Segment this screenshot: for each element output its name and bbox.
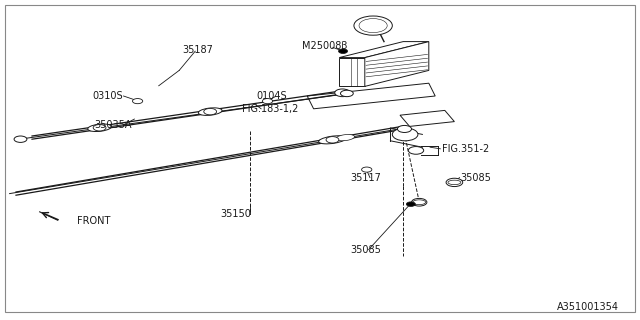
Text: 35085: 35085 (461, 172, 492, 183)
Text: 0104S: 0104S (256, 91, 287, 101)
Circle shape (397, 125, 412, 132)
Circle shape (412, 198, 427, 206)
Polygon shape (365, 42, 429, 86)
Text: FRONT: FRONT (77, 216, 110, 227)
Text: 35085: 35085 (351, 244, 381, 255)
Circle shape (14, 136, 27, 142)
Text: FIG.183-1,2: FIG.183-1,2 (242, 104, 298, 114)
Text: FIG.351-2: FIG.351-2 (442, 144, 489, 154)
Text: M250083: M250083 (302, 41, 348, 52)
Text: 35117: 35117 (351, 172, 381, 183)
Ellipse shape (198, 108, 222, 116)
Text: 35187: 35187 (182, 44, 213, 55)
Circle shape (204, 108, 216, 115)
Polygon shape (339, 58, 365, 86)
Polygon shape (307, 83, 435, 109)
Ellipse shape (336, 134, 355, 141)
Circle shape (262, 99, 273, 104)
Ellipse shape (88, 124, 111, 132)
Text: 35150: 35150 (221, 209, 252, 220)
Circle shape (362, 167, 372, 172)
Ellipse shape (413, 200, 426, 205)
Circle shape (340, 90, 353, 97)
Circle shape (408, 147, 424, 154)
Ellipse shape (448, 180, 461, 185)
Circle shape (132, 99, 143, 104)
Circle shape (326, 137, 339, 143)
Circle shape (359, 19, 387, 33)
Circle shape (93, 124, 106, 131)
Text: A351001354: A351001354 (557, 302, 619, 312)
Polygon shape (339, 42, 429, 58)
Polygon shape (400, 110, 454, 126)
Circle shape (339, 49, 348, 53)
Circle shape (406, 202, 415, 206)
Circle shape (446, 178, 463, 187)
Circle shape (354, 16, 392, 35)
Circle shape (335, 89, 350, 97)
Text: 35035A: 35035A (95, 120, 132, 130)
Ellipse shape (319, 136, 346, 144)
Text: 0310S: 0310S (93, 91, 124, 101)
Circle shape (392, 128, 418, 141)
